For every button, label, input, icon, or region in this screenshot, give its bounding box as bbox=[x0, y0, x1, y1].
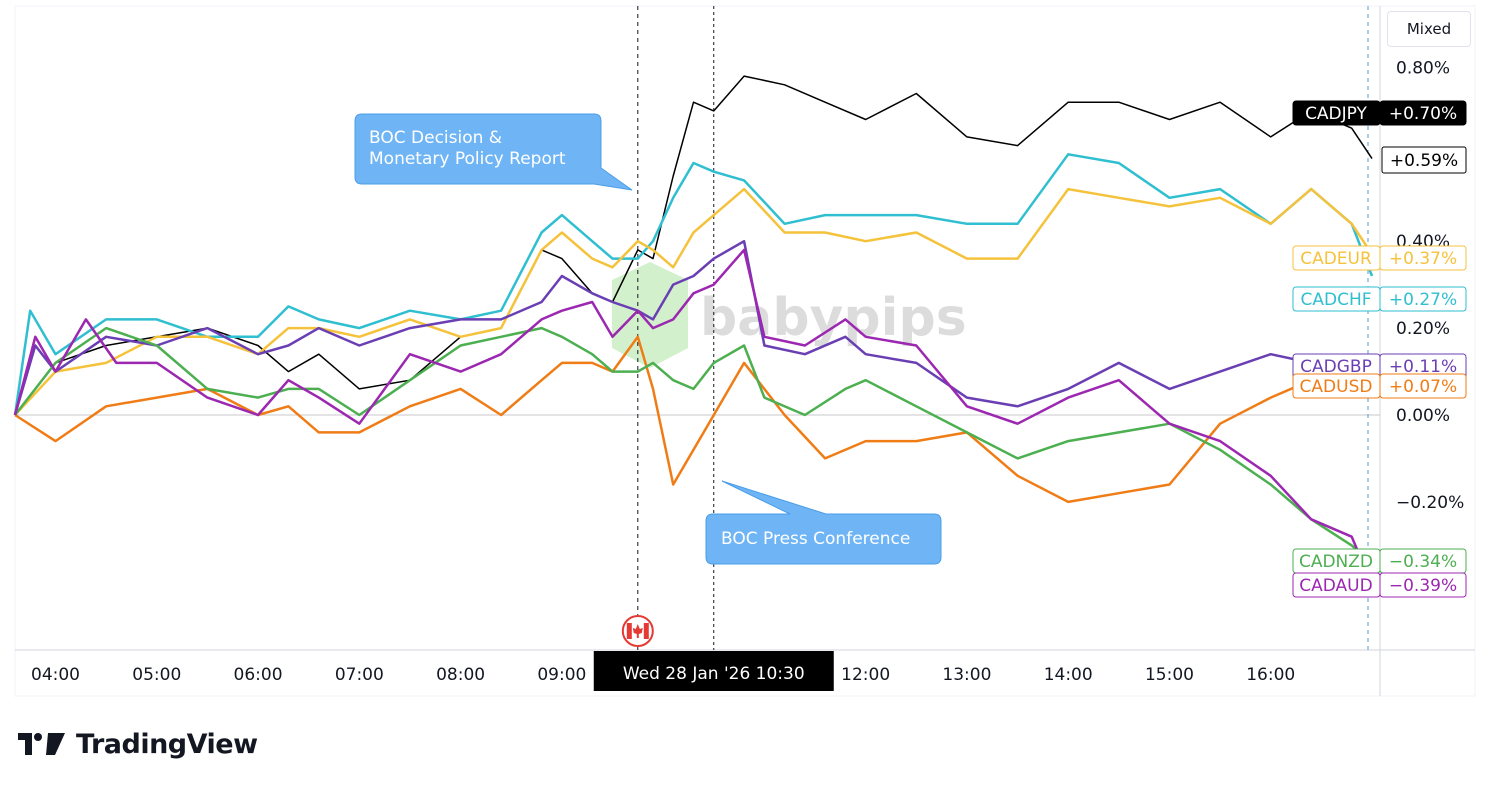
series-badge-cadgbp[interactable]: CADGBP +0.11% bbox=[1292, 353, 1467, 379]
series-badge-name: CADGBP bbox=[1300, 357, 1372, 377]
x-tick-label: 07:00 bbox=[335, 665, 384, 685]
y-tick-label: 0.20% bbox=[1396, 319, 1450, 339]
series-badge-name: CADCHF bbox=[1300, 290, 1371, 310]
time-axis[interactable]: 04:00 05:00 06:00 07:00 08:00 09:00 12:00 13:00… bbox=[31, 651, 1295, 691]
crosshair-time-box bbox=[593, 651, 834, 691]
crosshair-time-text: Wed 28 Jan '26 10:30 bbox=[623, 664, 805, 684]
series-badge-cadnzd[interactable]: CADNZD −0.34% bbox=[1292, 548, 1467, 574]
series-layer bbox=[13, 75, 1374, 585]
maple-leaf-icon bbox=[632, 624, 643, 638]
series-badge-value: +0.27% bbox=[1389, 290, 1457, 310]
annotation-boc-decision-line-2: Monetary Policy Report bbox=[369, 149, 566, 169]
series-badge-cadchf[interactable]: CADCHF +0.27% bbox=[1292, 286, 1467, 312]
flag-left-band bbox=[626, 623, 632, 639]
price-tag-value: +0.59% bbox=[1390, 151, 1458, 171]
y-tick-label: 0.80% bbox=[1396, 58, 1450, 78]
series-line-cadnzd[interactable] bbox=[14, 326, 1373, 564]
series-line-cadjpy[interactable] bbox=[14, 75, 1373, 416]
series-badge-value-box bbox=[1379, 100, 1467, 126]
brand-name: TradingView bbox=[76, 728, 258, 760]
x-tick-label: 13:00 bbox=[942, 665, 991, 685]
x-tick-label: 04:00 bbox=[31, 665, 80, 685]
series-badge-value: −0.34% bbox=[1389, 552, 1457, 572]
x-tick-label: 09:00 bbox=[537, 665, 586, 685]
series-line-cadeur[interactable] bbox=[14, 187, 1374, 416]
series-badge-name: CADNZD bbox=[1299, 552, 1373, 572]
series-badge-value-box bbox=[1379, 245, 1467, 271]
series-badge-name: CADJPY bbox=[1305, 104, 1367, 124]
tradingview-logo-icon bbox=[18, 733, 65, 755]
series-badge-value-box bbox=[1379, 572, 1467, 598]
annotation-boc-press-line-1: BOC Press Conference bbox=[721, 529, 910, 549]
x-tick-label: 16:00 bbox=[1246, 665, 1295, 685]
series-badge-name: CADUSD bbox=[1300, 377, 1373, 397]
series-badge-cadeur[interactable]: CADEUR +0.37% bbox=[1292, 245, 1467, 271]
series-badge-name: CADEUR bbox=[1300, 249, 1372, 269]
scale-mode-button[interactable]: Mixed bbox=[1387, 11, 1471, 47]
x-tick-label: 12:00 bbox=[841, 665, 890, 685]
canada-flag-icon[interactable] bbox=[621, 615, 654, 647]
series-line-cadchf[interactable] bbox=[13, 153, 1374, 416]
series-badge-value: +0.37% bbox=[1389, 249, 1457, 269]
series-badge-cadaud[interactable]: CADAUD −0.39% bbox=[1292, 572, 1467, 598]
x-tick-label: 05:00 bbox=[132, 665, 181, 685]
series-line-cadgbp[interactable] bbox=[13, 239, 1373, 416]
y-tick-label: 0.00% bbox=[1396, 406, 1450, 426]
series-badge-cadjpy[interactable]: CADJPY +0.70% bbox=[1292, 100, 1467, 126]
series-badge-value: +0.70% bbox=[1389, 104, 1457, 124]
babypips-watermark: babypips bbox=[612, 262, 967, 368]
series-badge-name: CADAUD bbox=[1299, 576, 1372, 596]
annotation-boc-decision-line-1: BOC Decision & bbox=[369, 128, 502, 148]
price-axis[interactable]: 0.80%0.40%0.20%0.00%−0.20% bbox=[1396, 58, 1464, 513]
tradingview-brand[interactable]: TradingView bbox=[18, 727, 258, 761]
series-badge-value: +0.11% bbox=[1389, 357, 1457, 377]
series-badge-value: +0.07% bbox=[1389, 377, 1457, 397]
x-tick-label: 08:00 bbox=[436, 665, 485, 685]
series-line-cadaud[interactable] bbox=[13, 248, 1374, 585]
y-tick-label: −0.20% bbox=[1396, 493, 1464, 513]
annotation-boc-decision[interactable] bbox=[354, 113, 633, 191]
crosshair-time-label: Wed 28 Jan '26 10:30 bbox=[593, 651, 834, 691]
price-tag-box bbox=[1381, 146, 1467, 174]
series-line-cadusd[interactable] bbox=[14, 335, 1373, 504]
watermark-text: babypips bbox=[700, 288, 967, 348]
series-badge-value: −0.39% bbox=[1389, 576, 1457, 596]
flag-right-band bbox=[643, 623, 649, 639]
series-badge-value-box bbox=[1379, 373, 1467, 399]
series-badge-value-box bbox=[1379, 286, 1467, 312]
x-tick-label: 15:00 bbox=[1145, 665, 1194, 685]
watermark-logo-icon bbox=[612, 262, 688, 368]
price-tag-cadjpy[interactable]: +0.59% bbox=[1381, 146, 1467, 174]
annotations: BOC Decision &Monetary Policy Report BOC … bbox=[354, 113, 942, 565]
x-tick-label: 06:00 bbox=[234, 665, 283, 685]
chart-frame bbox=[14, 5, 1476, 697]
series-badge-cadusd[interactable]: CADUSD +0.07% bbox=[1292, 373, 1467, 399]
x-tick-label: 14:00 bbox=[1044, 665, 1093, 685]
series-badges: CADJPY +0.70% CADCHF +0.27% CADEUR +0.37% CADG… bbox=[1292, 100, 1467, 598]
annotation-boc-press[interactable] bbox=[705, 480, 942, 565]
